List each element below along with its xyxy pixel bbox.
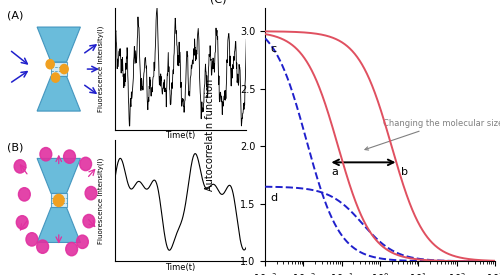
Text: d: d: [271, 193, 278, 204]
Y-axis label: Autocorrelatin function: Autocorrelatin function: [204, 79, 214, 191]
Circle shape: [52, 73, 60, 82]
Text: c: c: [271, 44, 277, 54]
Text: a: a: [332, 167, 338, 177]
Circle shape: [36, 240, 48, 253]
Text: b: b: [401, 167, 408, 177]
Polygon shape: [37, 158, 80, 193]
Text: (B): (B): [7, 142, 24, 152]
Circle shape: [66, 242, 78, 256]
Y-axis label: Fluorescence Intensity(I): Fluorescence Intensity(I): [98, 157, 104, 244]
Text: (A): (A): [7, 11, 24, 21]
Circle shape: [83, 214, 95, 228]
Circle shape: [85, 186, 97, 200]
Circle shape: [40, 147, 52, 161]
Circle shape: [54, 194, 64, 207]
X-axis label: Time(t): Time(t): [166, 263, 196, 272]
Text: Changing the molecular size: Changing the molecular size: [365, 119, 500, 150]
Circle shape: [76, 235, 88, 249]
Polygon shape: [37, 76, 80, 111]
Circle shape: [46, 60, 54, 69]
Y-axis label: Fluorescence Intensity(I): Fluorescence Intensity(I): [98, 26, 104, 112]
Polygon shape: [51, 193, 66, 207]
Circle shape: [60, 64, 68, 74]
Text: (C): (C): [210, 0, 226, 4]
X-axis label: Time(t): Time(t): [166, 131, 196, 140]
Circle shape: [14, 160, 26, 173]
Polygon shape: [37, 27, 80, 62]
Circle shape: [64, 150, 76, 163]
Circle shape: [18, 188, 30, 201]
Polygon shape: [37, 207, 80, 243]
Circle shape: [26, 233, 38, 246]
Circle shape: [80, 157, 92, 170]
Polygon shape: [51, 62, 66, 76]
Circle shape: [16, 216, 28, 229]
